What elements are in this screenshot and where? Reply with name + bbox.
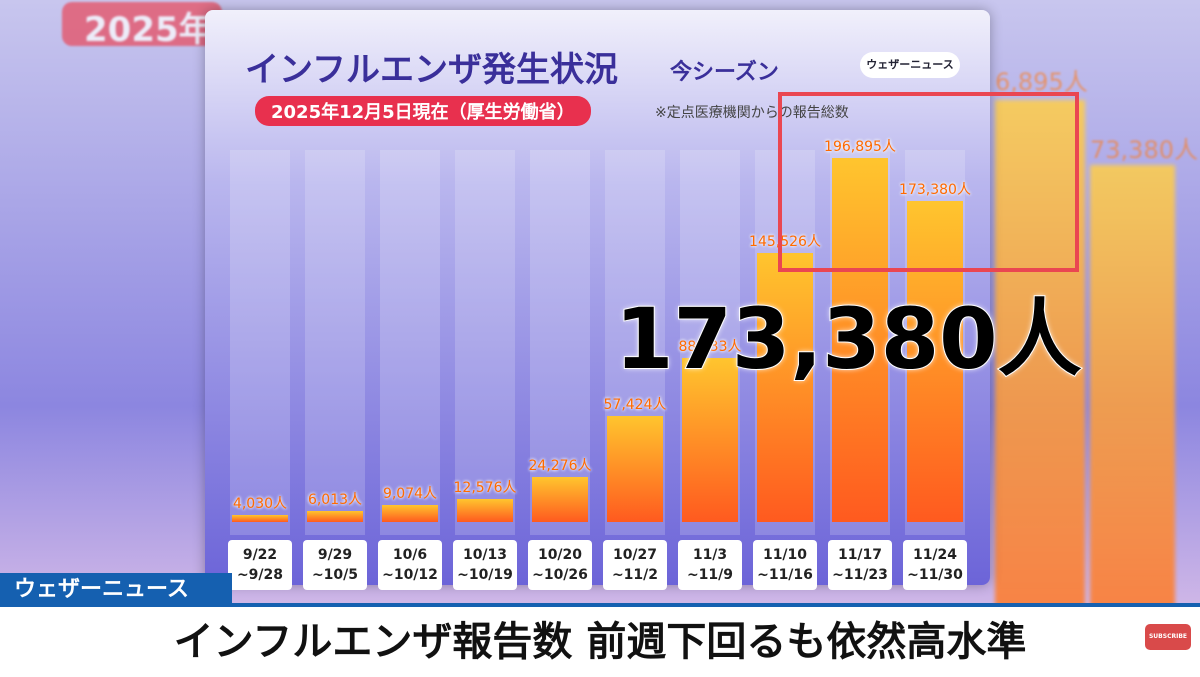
bar [532,477,588,522]
x-tick-label: 10/20 ~10/26 [528,540,592,590]
column-band [380,150,440,535]
bar [382,505,438,522]
value-label: 145,526人 [749,233,821,250]
value-label: 173,380人 [899,182,971,199]
x-tick-label: 11/10 ~11/16 [753,540,817,590]
x-tick-label: 10/13 ~10/19 [453,540,517,590]
value-label: 4,030人 [232,495,288,512]
x-tick-label: 10/6 ~10/12 [378,540,442,590]
bar [607,415,663,522]
bar [832,157,888,522]
value-label: 88,833人 [678,338,742,355]
background-bar [1090,165,1175,610]
background-label: 6,895人 [995,68,1088,96]
bar [307,510,363,522]
subscribe-button[interactable]: SUBSCRIBE [1145,624,1191,650]
value-label: 12,576人 [453,479,517,496]
highlight-value: 173,380人 [614,289,1083,389]
chart-note: ※定点医療機関からの報告総数 [655,105,849,121]
chart-panel: インフルエンザ発生状況 今シーズン ウェザーニュース 2025年12月5日現在（… [205,10,990,590]
x-tick-label: 11/17 ~11/23 [828,540,892,590]
x-tick-label: 9/29 ~10/5 [303,540,367,590]
chart-title-tag: 今シーズン [670,60,779,85]
column-band [530,150,590,535]
x-tick-label: 9/22 ~9/28 [228,540,292,590]
background-title: 2025年 [62,2,222,50]
chart-title: インフルエンザ発生状況 [245,50,618,90]
highlight-box [778,92,1079,272]
value-label: 6,013人 [307,491,363,508]
bar [232,514,288,522]
value-label: 24,276人 [528,458,592,475]
x-tick-label: 10/27 ~11/2 [603,540,667,590]
ticker-tag: ウェザーニュース [0,573,232,607]
column-band [455,150,515,535]
value-label: 57,424人 [603,396,667,413]
chart-subtitle: 2025年12月5日現在（厚生労働省） [255,96,591,126]
x-tick-label: 11/24 ~11/30 [903,540,967,590]
value-label: 9,074人 [382,486,438,503]
bar [682,357,738,522]
source-logo: ウェザーニュース [860,52,960,78]
column-band [230,150,290,535]
bar [457,498,513,522]
bar [757,252,813,522]
column-band [305,150,365,535]
x-tick-label: 11/3 ~11/9 [678,540,742,590]
background-label: 73,380人 [1090,136,1198,164]
ticker-rule [0,603,1200,607]
ticker-headline: インフルエンザ報告数 前週下回るも依然高水準 [0,607,1200,677]
background-bar [995,100,1085,610]
bar [907,201,963,522]
value-label: 196,895人 [824,138,896,155]
